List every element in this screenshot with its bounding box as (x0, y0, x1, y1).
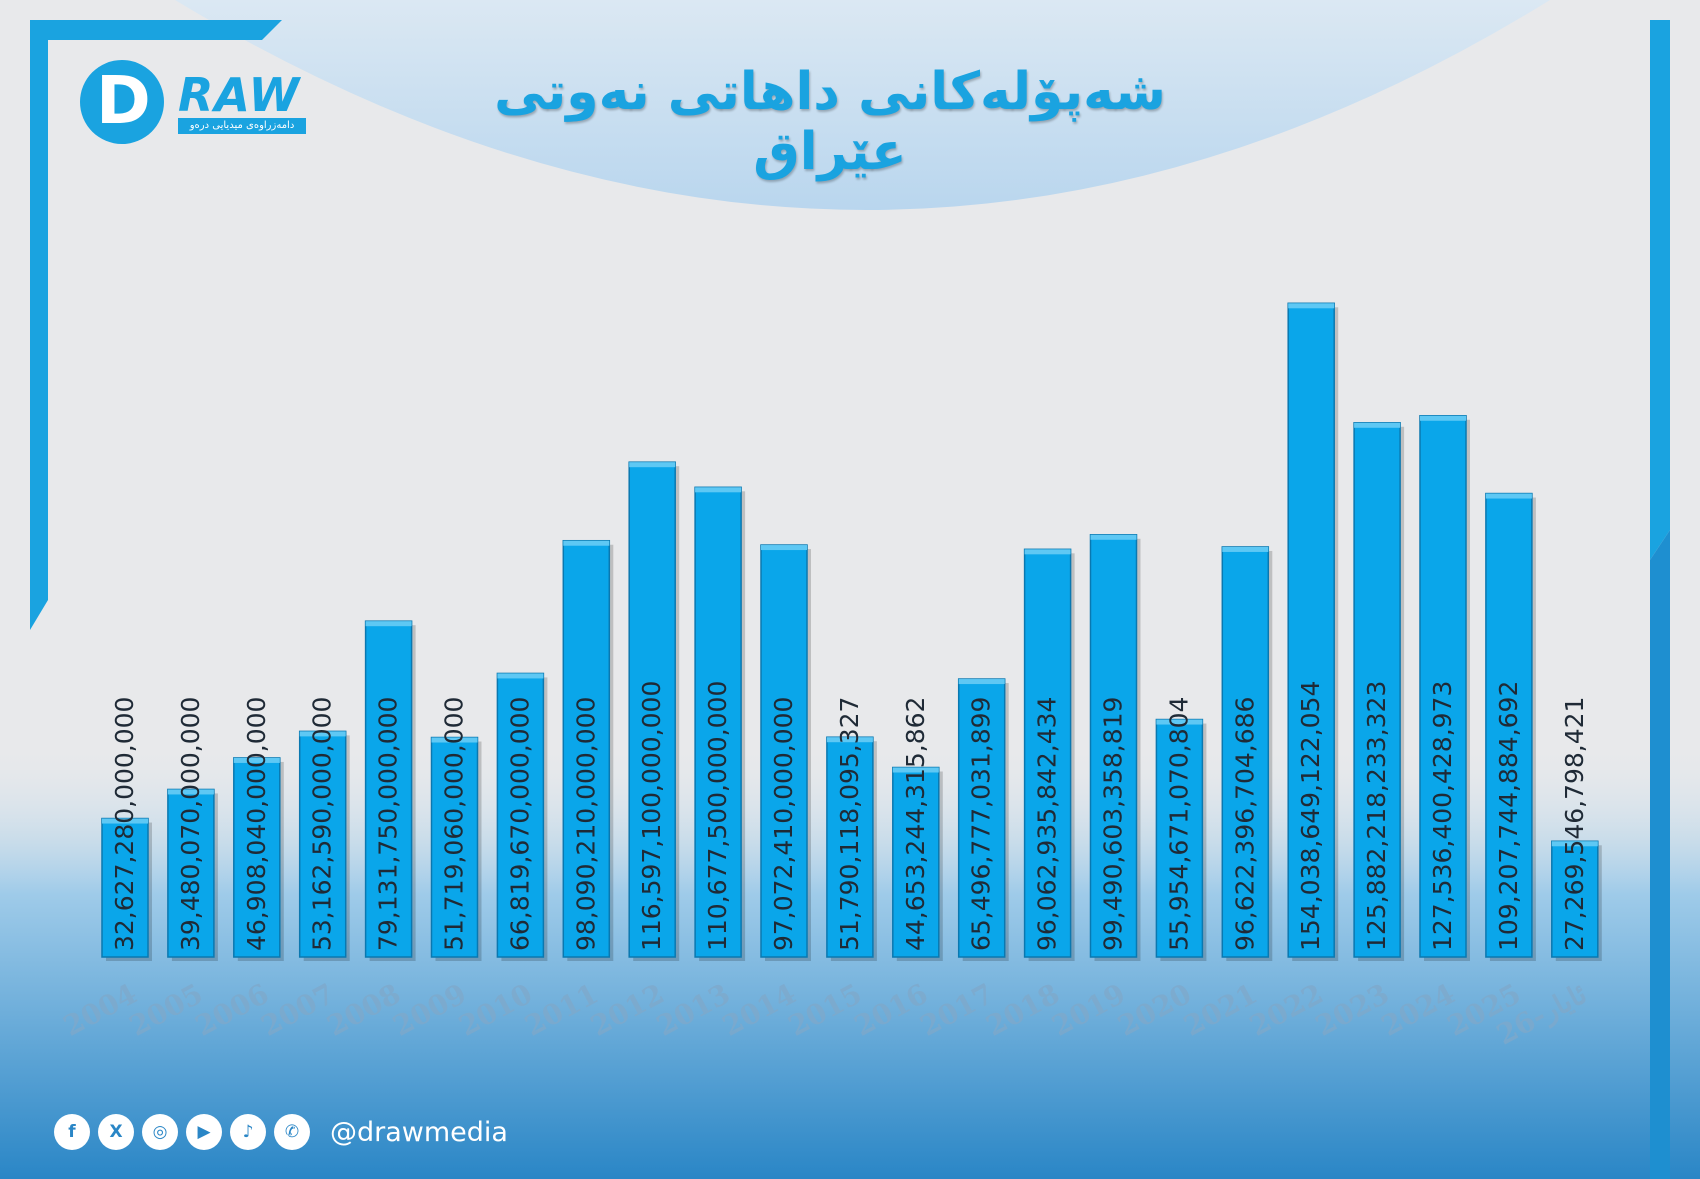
bar-top-highlight (1288, 303, 1335, 309)
value-label: 98,090,210,000,000 (571, 697, 600, 951)
social-footer: f X ◎ ▶ ♪ ✆ @drawmedia (54, 1112, 508, 1152)
bar-top-highlight (365, 621, 412, 627)
value-label: 32,627,280,000,000 (110, 697, 139, 951)
value-label: 44,653,244,315,862 (901, 697, 930, 951)
value-label: 109,207,744,884,692 (1494, 681, 1523, 951)
bar-2008 (364, 620, 413, 958)
chart-title: شەپۆلەکانی داهاتی نەوتی عێراق (494, 62, 1166, 182)
bar-top-highlight (497, 673, 544, 679)
bar-top-highlight (892, 767, 939, 773)
x-icon[interactable]: X (98, 1114, 134, 1150)
bar-2019 (1089, 534, 1138, 958)
youtube-icon[interactable]: ▶ (186, 1114, 222, 1150)
logo-letter: D (96, 62, 151, 139)
bar-2014 (760, 544, 808, 958)
value-label: 125,882,218,233,323 (1362, 681, 1391, 951)
bar-2006 (233, 757, 281, 958)
logo-circle (80, 60, 164, 144)
value-label: 99,490,603,358,819 (1099, 697, 1128, 951)
value-label: 51,719,060,000,000 (440, 697, 469, 951)
value-label: 79,131,750,000,000 (374, 697, 403, 951)
logo-subtitle: دامەزراوەی میدیایی درەو (178, 118, 306, 134)
bar-top-highlight (167, 789, 214, 795)
value-label: 110,677,500,000,000 (703, 681, 732, 951)
bar-2020 (1155, 718, 1204, 958)
value-label: 55,954,671,070,804 (1164, 697, 1193, 951)
bar-2022 (1287, 302, 1335, 958)
bar-2021 (1221, 546, 1270, 958)
value-label: 66,819,670,000,000 (505, 697, 534, 951)
value-label: 127,536,400,428,973 (1428, 681, 1457, 951)
tiktok-icon[interactable]: ♪ (230, 1114, 266, 1150)
value-label: 97,072,410,000,000 (769, 697, 798, 951)
bar-top-highlight (563, 540, 610, 546)
bar-top-highlight (1551, 841, 1598, 847)
bar-2017 (957, 678, 1006, 958)
bar-2011 (562, 539, 611, 958)
value-label: 53,162,590,000,000 (308, 697, 337, 951)
bar-top-highlight (629, 462, 676, 468)
draw-logo: D RAW دامەزراوەی میدیایی درەو (78, 58, 318, 148)
value-label: 154,038,649,122,054 (1296, 681, 1325, 951)
bar-2016 (892, 766, 940, 958)
bar-2015 (826, 736, 874, 958)
value-label: 116,597,100,000,000 (637, 681, 666, 951)
value-label: 46,908,040,000,000 (242, 697, 271, 951)
bar-top-highlight (761, 545, 807, 551)
bar-top-highlight (826, 737, 873, 743)
bar-top-highlight (431, 737, 478, 743)
facebook-icon[interactable]: f (54, 1114, 90, 1150)
bar-top-highlight (1024, 549, 1071, 555)
bar-top-highlight (695, 487, 742, 493)
bar-2025 (1485, 492, 1533, 958)
bar-top-highlight (1420, 415, 1466, 421)
bar-2018 (1023, 548, 1072, 958)
bar-top-highlight (1354, 422, 1401, 428)
instagram-icon[interactable]: ◎ (142, 1114, 178, 1150)
value-label: 96,622,396,704,686 (1230, 697, 1259, 951)
bar-top-highlight (299, 731, 346, 737)
value-label: 27,269,546,798,421 (1560, 697, 1589, 951)
bar-2004 (101, 817, 149, 958)
bar-2024 (1419, 415, 1467, 958)
bar-top-highlight (1156, 719, 1203, 725)
value-label: 65,496,777,031,899 (967, 697, 996, 951)
whatsapp-icon[interactable]: ✆ (274, 1114, 310, 1150)
logo-text: RAW (178, 68, 301, 122)
bar-2023 (1353, 422, 1401, 958)
bar-2012 (628, 461, 676, 958)
value-label: 51,790,118,095,327 (835, 697, 864, 951)
value-label: 96,062,935,842,434 (1033, 697, 1062, 951)
bar-top-highlight (102, 818, 148, 824)
bar-top-highlight (233, 757, 280, 763)
bar-top-highlight (958, 679, 1005, 685)
bar-top-highlight (1485, 493, 1532, 499)
bar-top-highlight (1090, 534, 1137, 540)
social-handle[interactable]: @drawmedia (330, 1116, 508, 1148)
bar-top-highlight (1222, 546, 1269, 552)
bar-2007 (298, 730, 347, 958)
value-label: 39,480,070,000,000 (176, 697, 205, 951)
